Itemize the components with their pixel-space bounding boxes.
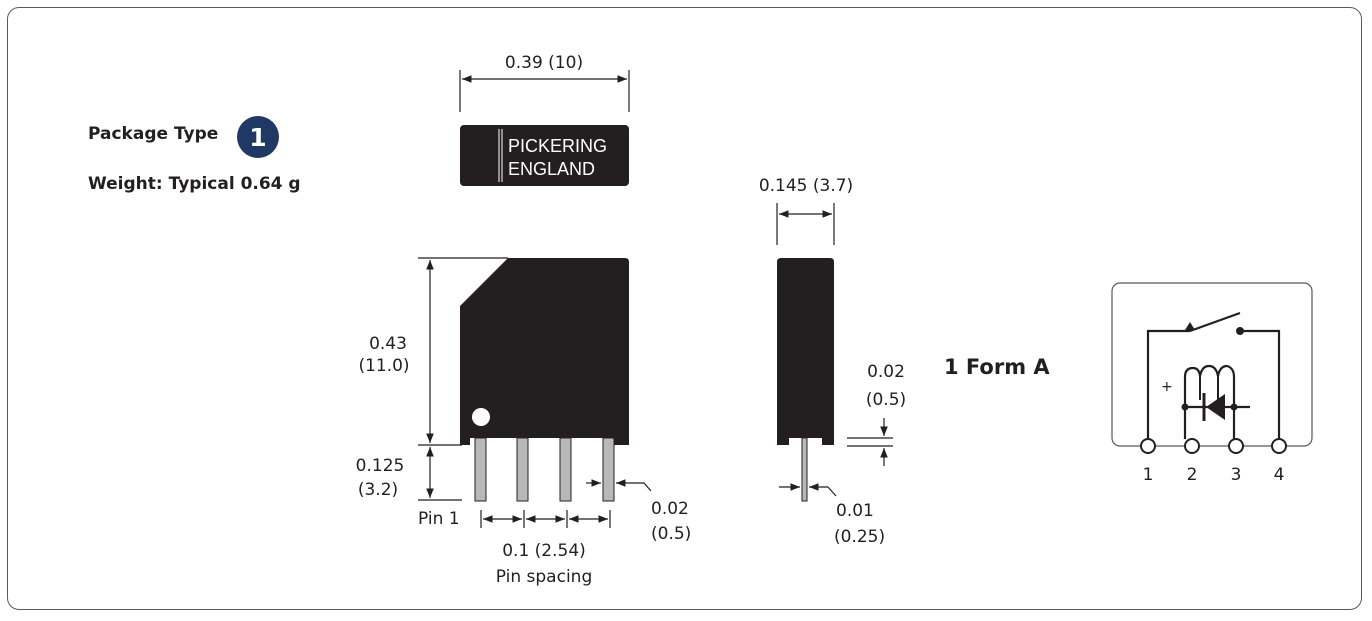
- pin-spacing-text-1: 0.1 (2.54): [502, 541, 586, 561]
- diode-symbol: [1206, 394, 1225, 420]
- switch-wire: [1240, 329, 1281, 439]
- side-pin: [801, 437, 808, 502]
- pin-number-2: 2: [1187, 465, 1198, 485]
- front-view-body: [460, 258, 629, 445]
- top-view: 0.39 (10) PICKERING ENGLAND: [459, 53, 630, 186]
- pin-spacing-text-2: Pin spacing: [496, 567, 592, 587]
- pin-thickness-text-1: 0.01: [836, 501, 874, 521]
- pin-number-4: 4: [1274, 465, 1285, 485]
- pin: [559, 437, 572, 502]
- terminal-1: [1140, 438, 1156, 454]
- leader-line: [827, 486, 837, 497]
- pin1-label: Pin 1: [418, 509, 460, 529]
- plus-sign: +: [1161, 379, 1173, 395]
- leader-line: [643, 482, 652, 492]
- height-dim-text-2: (11.0): [358, 356, 409, 376]
- weight-label: Weight: Typical 0.64 g: [88, 174, 301, 194]
- schematic-outline: [1111, 282, 1313, 447]
- coil-wire: [1183, 364, 1236, 439]
- pin-width-text-1: 0.02: [651, 499, 689, 519]
- switch-contact-mark: [1185, 322, 1195, 330]
- terminal-3: [1228, 438, 1244, 454]
- thickness-dim-text: 0.145 (3.7): [759, 176, 853, 196]
- side-view-body: [777, 258, 834, 445]
- pin1-indicator-dot: [472, 408, 490, 426]
- width-dimension-text: 0.39 (10): [505, 53, 583, 73]
- front-view: 0.43 (11.0) 0.125 (3.2) Pin 1 0.1 (2.54)…: [356, 257, 691, 587]
- pin-length-text-2: (3.2): [358, 480, 398, 500]
- relay-schematic: + 1 2 3 4: [1111, 282, 1313, 485]
- pin-number-1: 1: [1143, 465, 1154, 485]
- junction-dot: [1181, 403, 1189, 411]
- pin: [474, 437, 487, 502]
- switch-contact-arm: [1189, 311, 1241, 333]
- pin-width-text-2: (0.5): [651, 524, 691, 544]
- drawing-frame: [7, 7, 1362, 610]
- pin-number-3: 3: [1231, 465, 1242, 485]
- pin-thickness-text-2: (0.25): [834, 527, 885, 547]
- terminal-2: [1184, 438, 1200, 454]
- height-dim-text-1: 0.43: [369, 334, 407, 354]
- contact-form-label: 1 Form A: [944, 355, 1050, 379]
- standoff-text-1: 0.02: [867, 362, 905, 382]
- package-type-label: Package Type: [88, 124, 219, 144]
- side-view: 0.145 (3.7) 0.02 (0.5) 0.01 (0.25): [759, 176, 906, 547]
- marking-england: ENGLAND: [508, 159, 595, 179]
- marking-pickering: PICKERING: [508, 136, 607, 156]
- pin: [516, 437, 529, 502]
- switch-wire: [1146, 329, 1190, 439]
- package-number-badge: 1: [237, 116, 279, 158]
- terminal-4: [1271, 438, 1287, 454]
- pin: [602, 437, 615, 502]
- standoff-text-2: (0.5): [866, 390, 906, 410]
- junction-dot: [1230, 403, 1238, 411]
- pin-length-text-1: 0.125: [356, 456, 405, 476]
